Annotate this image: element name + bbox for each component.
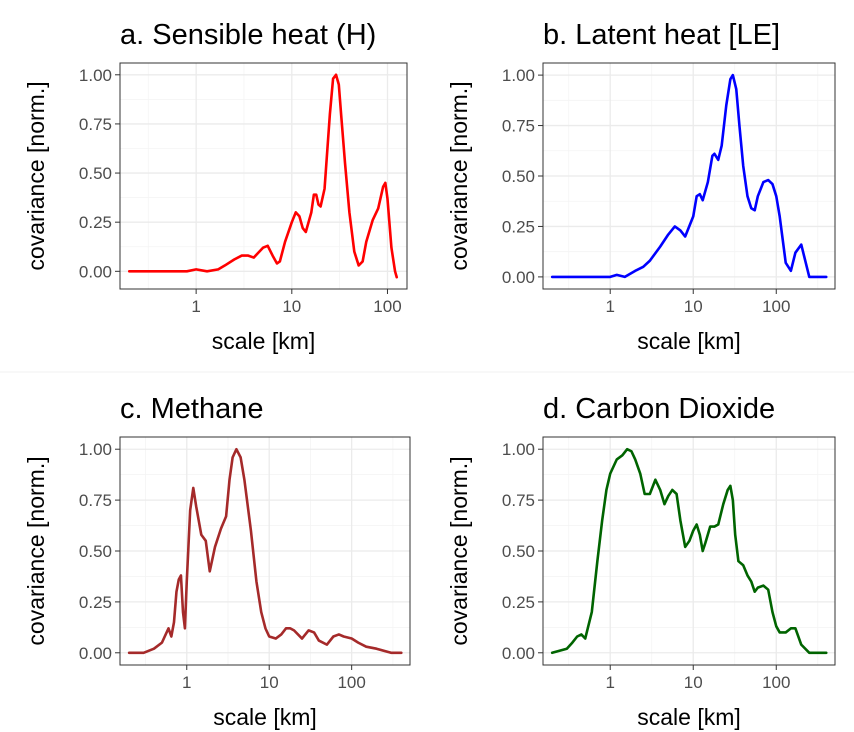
y-axis-title: covariance [norm.] xyxy=(23,456,49,645)
panel-title: d. Carbon Dioxide xyxy=(543,393,775,425)
x-tick-label: 100 xyxy=(762,673,790,692)
y-axis-title: covariance [norm.] xyxy=(23,81,49,270)
x-axis-title: scale [km] xyxy=(212,328,316,354)
x-tick-label: 10 xyxy=(684,297,703,316)
y-tick-label: 0.00 xyxy=(79,262,112,281)
panel-title: a. Sensible heat (H) xyxy=(120,19,376,51)
series-line-a xyxy=(127,73,399,279)
y-tick-label: 0.50 xyxy=(502,167,535,186)
x-tick-label: 10 xyxy=(282,297,301,316)
y-tick-label: 0.25 xyxy=(79,213,112,232)
y-tick-label: 1.00 xyxy=(502,66,535,85)
series-line-b xyxy=(550,73,828,279)
chart-panel-c: 1 10 100 0.00 0.25 0.50 0.75 1.00 c. Methane scal… xyxy=(23,393,411,730)
x-tick-label: 1 xyxy=(605,673,614,692)
y-tick-label: 0.25 xyxy=(79,593,112,612)
y-axis-title: covariance [norm.] xyxy=(446,456,472,645)
x-tick-label: 1 xyxy=(605,297,614,316)
series-line-d xyxy=(550,447,828,655)
y-tick-label: 0.25 xyxy=(502,593,535,612)
x-tick-label: 100 xyxy=(337,673,365,692)
y-tick-label: 0.50 xyxy=(79,164,112,183)
y-tick-label: 0.50 xyxy=(79,542,112,561)
panel-title: b. Latent heat [LE] xyxy=(543,19,780,51)
y-tick-label: 0.00 xyxy=(502,644,535,663)
x-tick-label: 10 xyxy=(260,673,279,692)
x-tick-label: 100 xyxy=(373,297,401,316)
panel-border xyxy=(119,62,408,290)
chart-panel-d: 1 10 100 0.00 0.25 0.50 0.75 1.00 d. Carbon Diox… xyxy=(446,393,836,730)
panel-title: c. Methane xyxy=(120,393,263,425)
y-tick-label: 0.00 xyxy=(502,268,535,287)
chart-panel-b: 1 10 100 0.00 0.25 0.50 0.75 1.00 b. Latent heat… xyxy=(446,19,836,354)
x-tick-label: 10 xyxy=(684,673,703,692)
x-axis-title: scale [km] xyxy=(637,328,741,354)
series-line-c xyxy=(127,447,403,655)
y-tick-label: 1.00 xyxy=(79,66,112,85)
y-tick-label: 0.50 xyxy=(502,542,535,561)
y-tick-label: 1.00 xyxy=(502,440,535,459)
x-tick-label: 1 xyxy=(191,297,200,316)
x-axis-title: scale [km] xyxy=(637,704,741,730)
y-tick-label: 0.00 xyxy=(79,644,112,663)
x-axis-title: scale [km] xyxy=(213,704,317,730)
y-tick-label: 0.75 xyxy=(79,491,112,510)
x-tick-label: 1 xyxy=(182,673,191,692)
x-tick-label: 100 xyxy=(762,297,790,316)
y-tick-label: 0.75 xyxy=(502,491,535,510)
y-tick-label: 0.25 xyxy=(502,217,535,236)
y-axis-title: covariance [norm.] xyxy=(446,81,472,270)
y-tick-label: 1.00 xyxy=(79,440,112,459)
chart-panel-a: 1 10 100 0.00 0.25 0.50 0.75 1.00 a. Sensible he… xyxy=(23,19,408,354)
y-tick-label: 0.75 xyxy=(79,115,112,134)
y-tick-label: 0.75 xyxy=(502,117,535,136)
